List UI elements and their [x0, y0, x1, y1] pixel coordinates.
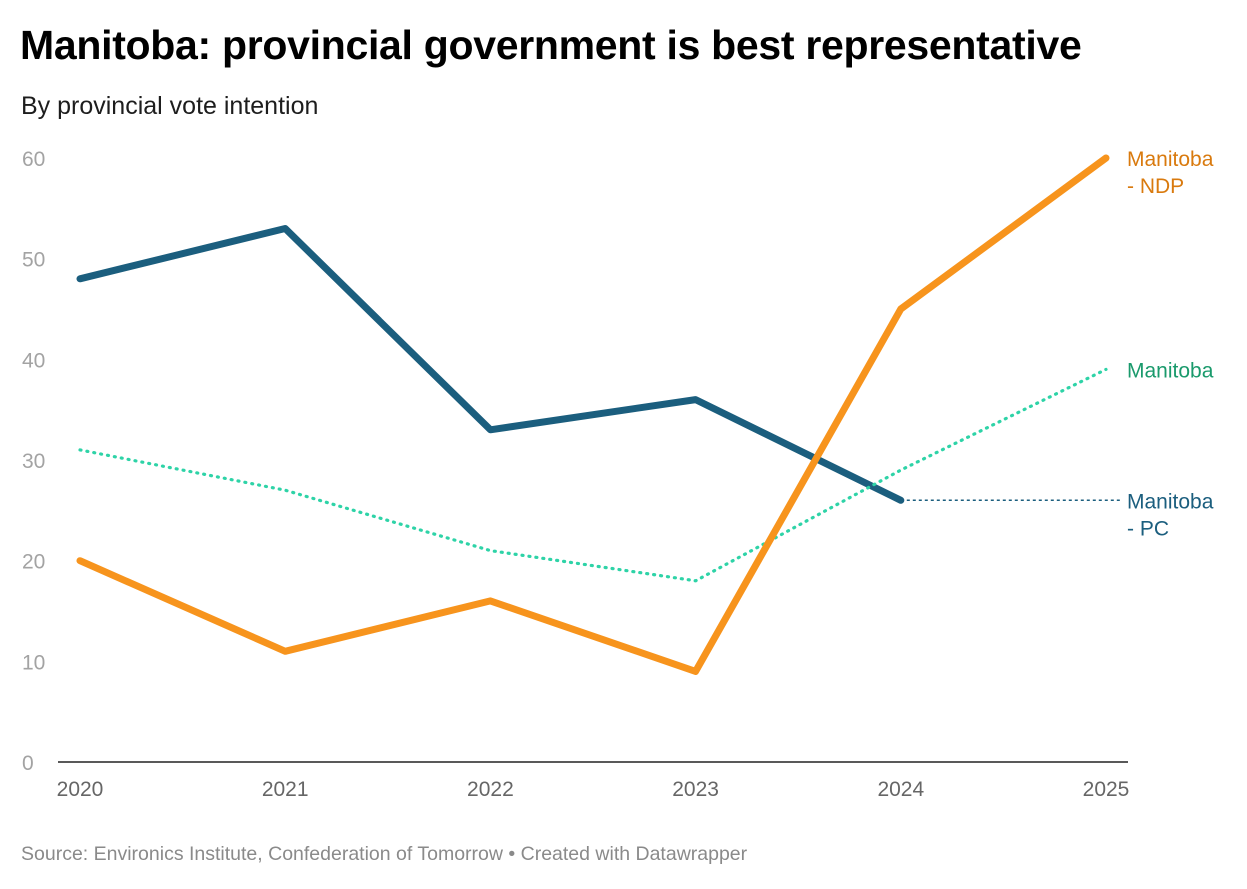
series-label-manitoba: Manitoba [1127, 359, 1214, 382]
series-label-manitoba-pc: Manitoba - PC [1127, 490, 1214, 540]
x-tick-label-2024: 2024 [877, 778, 924, 801]
y-tick-label-10: 10 [22, 651, 45, 674]
x-tick-label-2021: 2021 [262, 778, 309, 801]
x-tick-label-2022: 2022 [467, 778, 514, 801]
y-tick-label-30: 30 [22, 450, 45, 473]
y-tick-label-0: 0 [22, 752, 34, 775]
x-tick-label-2020: 2020 [57, 778, 104, 801]
series-line-manitoba-ndp [76, 154, 1110, 675]
series-line-manitoba-pc [76, 225, 905, 504]
y-tick-label-60: 60 [22, 148, 45, 171]
x-tick-label-2023: 2023 [672, 778, 719, 801]
source-footer: Source: Environics Institute, Confederat… [21, 843, 748, 865]
chart-title: Manitoba: provincial government is best … [20, 22, 1082, 68]
x-tick-label-2025: 2025 [1083, 778, 1130, 801]
series-line-manitoba [78, 367, 1108, 583]
chart-subtitle: By provincial vote intention [21, 92, 319, 120]
y-tick-label-20: 20 [22, 551, 45, 574]
series-label-manitoba-ndp: Manitoba - NDP [1127, 148, 1214, 198]
y-tick-label-50: 50 [22, 249, 45, 272]
y-tick-label-40: 40 [22, 349, 45, 372]
